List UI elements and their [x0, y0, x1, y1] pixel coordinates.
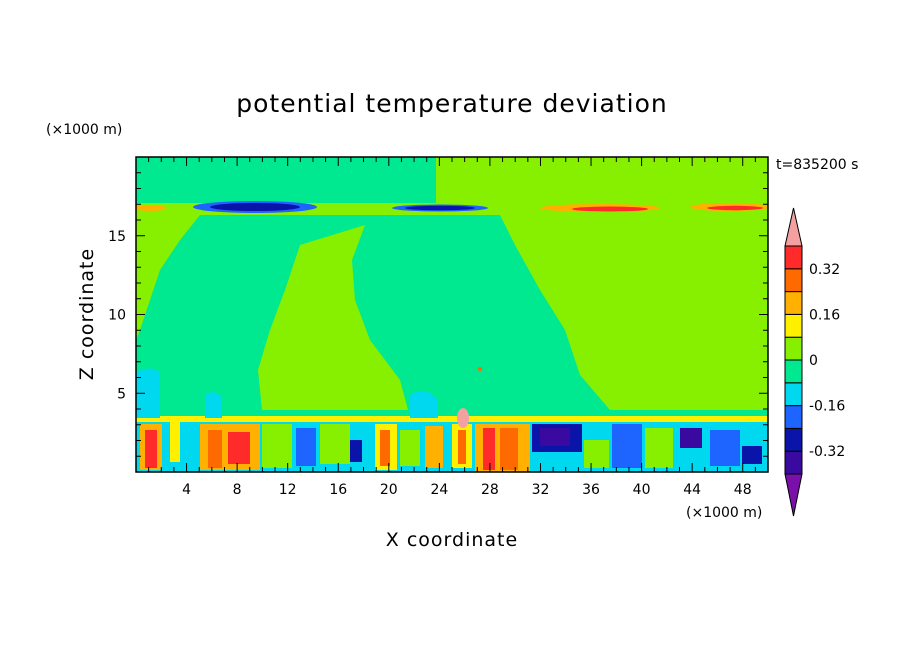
cold-lens-1-core: [210, 203, 300, 211]
colorbar-extend-bottom: [784, 473, 803, 517]
inversion-layer: [136, 416, 768, 422]
x-axis: 4 8 12 16 20 24 28 32 36 40 44 48: [148, 157, 756, 498]
warm-lens-left: [136, 205, 166, 211]
heatmap-field: [136, 157, 768, 472]
colorbar-label: -0.32: [809, 444, 845, 460]
boundary-layer-cells: [140, 422, 762, 472]
colorbar-box: [784, 359, 803, 384]
bl-cold-wisp: [410, 391, 438, 418]
warm-pocket-upper: [436, 157, 768, 205]
x-tick-label: 32: [532, 482, 550, 498]
colorbar-box: [784, 450, 803, 475]
colorbar: 0.32 0.16 0 -0.16 -0.32: [784, 207, 845, 517]
y-unit-label: (×1000 m): [46, 122, 122, 138]
colorbar-extend-top: [784, 207, 803, 247]
warm-pocket-center: [258, 225, 408, 410]
bl-cold-wisps-left: [136, 368, 160, 418]
x-tick-label: 40: [633, 482, 651, 498]
y-axis-title: Z coordinate: [76, 248, 98, 380]
x-tick-label: 12: [279, 482, 297, 498]
bl-cold-wisp: [205, 392, 222, 418]
colorbar-label: 0: [809, 353, 818, 369]
warm-lens-1-core: [572, 206, 648, 212]
x-tick-label: 20: [380, 482, 398, 498]
colorbar-label: -0.16: [809, 399, 845, 415]
x-tick-label: 44: [683, 482, 701, 498]
x-tick-label: 48: [734, 482, 752, 498]
x-tick-label: 24: [430, 482, 448, 498]
x-tick-label: 16: [329, 482, 347, 498]
warm-dot: [478, 367, 482, 371]
y-tick-label: 10: [108, 308, 126, 324]
colorbar-box: [784, 268, 803, 293]
warm-pocket-left: [136, 215, 200, 340]
y-tick-label: 5: [117, 386, 126, 402]
y-axis: 5 10 15: [108, 172, 768, 457]
x-tick-label: 28: [481, 482, 499, 498]
warm-blob: [457, 408, 469, 428]
cold-lens-2-core: [405, 205, 475, 211]
x-axis-title: X coordinate: [386, 529, 518, 551]
x-tick-label: 4: [182, 482, 191, 498]
colorbar-box: [784, 313, 803, 338]
colorbar-label: 0.32: [809, 262, 840, 278]
colorbar-box: [784, 245, 803, 270]
colorbar-box: [784, 405, 803, 429]
colorbar-box: [784, 427, 803, 452]
y-tick-label: 15: [108, 229, 126, 245]
x-tick-label: 36: [582, 482, 600, 498]
colorbar-label: 0.16: [809, 307, 840, 323]
colorbar-box: [784, 291, 803, 315]
time-label: t=835200 s: [776, 157, 858, 173]
warm-lens-2-core: [707, 205, 763, 211]
x-unit-label: (×1000 m): [686, 505, 762, 521]
x-tick-label: 8: [233, 482, 242, 498]
colorbar-box: [784, 382, 803, 407]
warm-pocket-right: [500, 215, 768, 410]
chart-title: potential temperature deviation: [236, 89, 667, 118]
colorbar-box: [784, 336, 803, 361]
